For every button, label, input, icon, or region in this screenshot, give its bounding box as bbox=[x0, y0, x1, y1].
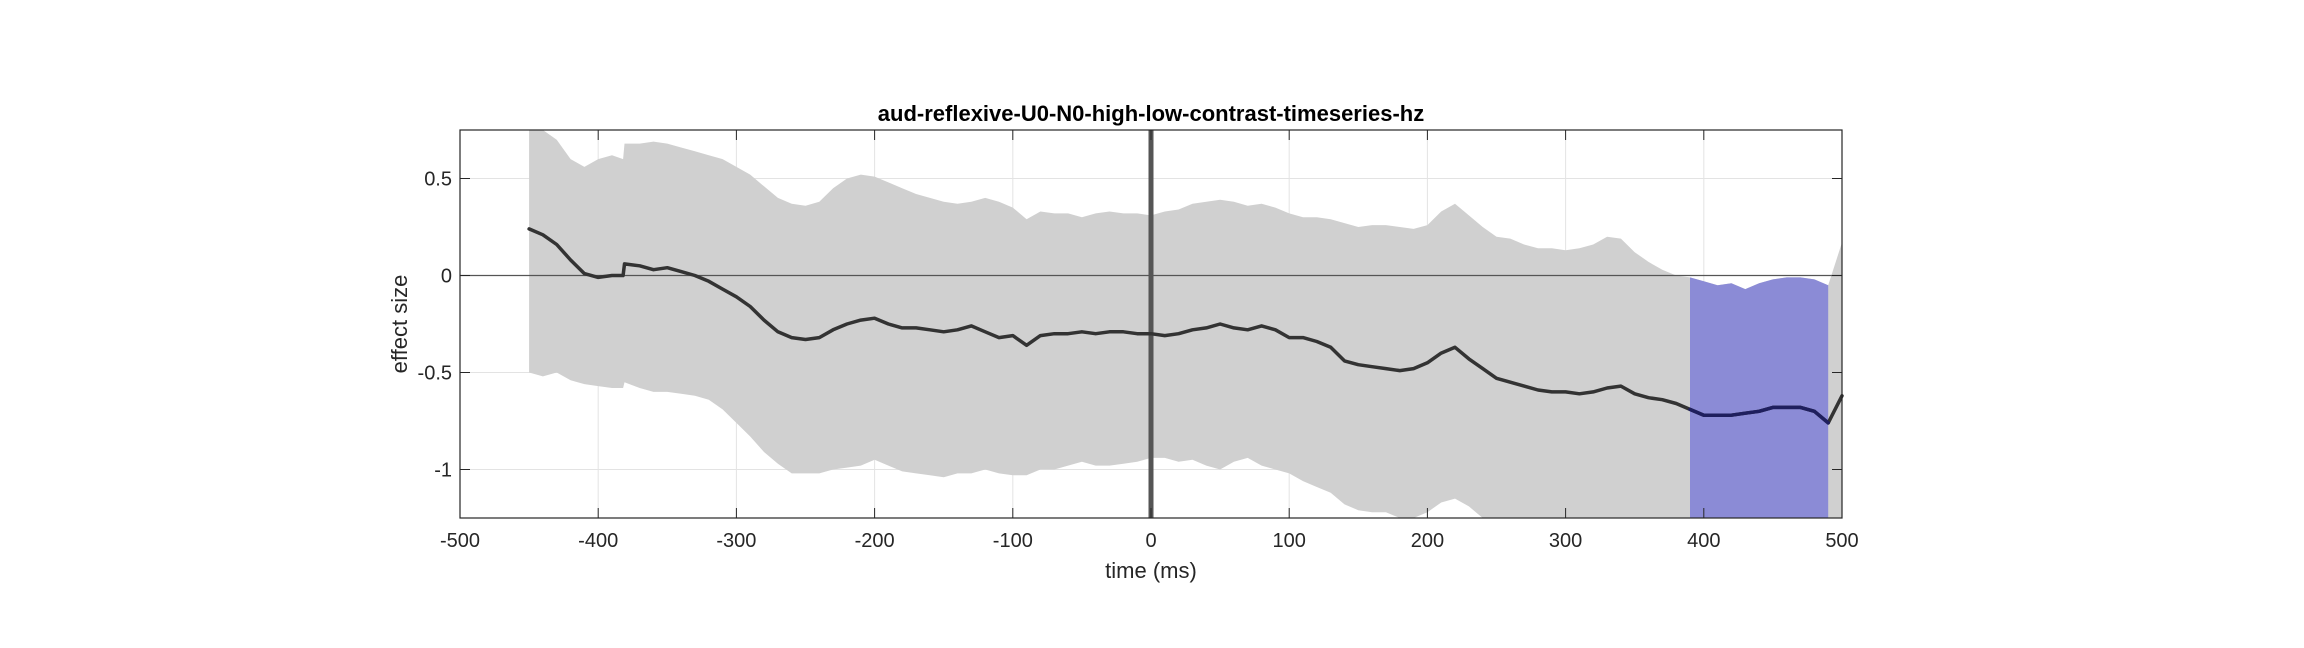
effect-size-line bbox=[527, 227, 1844, 425]
x-tick-label-1: -400 bbox=[578, 530, 618, 552]
x-tick-label-10: 500 bbox=[1825, 530, 1858, 552]
x-tick-label-8: 300 bbox=[1549, 530, 1582, 552]
tick-marks bbox=[459, 130, 1843, 518]
chart-title: aud-reflexive-U0-N0-high-low-contrast-ti… bbox=[878, 101, 1424, 126]
x-tick-label-7: 200 bbox=[1411, 530, 1444, 552]
x-tick-label-5: 0 bbox=[1145, 530, 1156, 552]
x-tick-labels: -500 -400 -300 -200 -100 0 100 200 300 400 500 bbox=[440, 530, 1859, 552]
mean-line bbox=[527, 227, 1844, 425]
x-tick-label-6: 100 bbox=[1273, 530, 1306, 552]
x-tick-label-3: -200 bbox=[855, 530, 895, 552]
y-tick-labels: -1 -0.5 0 0.5 bbox=[418, 169, 452, 482]
confidence-band bbox=[529, 130, 1842, 518]
x-tick-label-9: 400 bbox=[1687, 530, 1720, 552]
y-tick-label-1: -0.5 bbox=[418, 363, 452, 385]
y-tick-label-3: 0.5 bbox=[424, 169, 452, 191]
x-axis-label: time (ms) bbox=[1105, 558, 1197, 583]
x-tick-label-2: -300 bbox=[716, 530, 756, 552]
mean-line-significant bbox=[1688, 405, 1830, 425]
x-tick-label-4: -100 bbox=[993, 530, 1033, 552]
x-tick-label-0: -500 bbox=[440, 530, 480, 552]
ci-band-significant bbox=[1690, 277, 1829, 518]
y-tick-label-2: 0 bbox=[441, 266, 452, 288]
y-tick-label-0: -1 bbox=[434, 460, 452, 482]
ci-band bbox=[529, 130, 1842, 518]
y-axis-label: effect size bbox=[387, 275, 412, 374]
